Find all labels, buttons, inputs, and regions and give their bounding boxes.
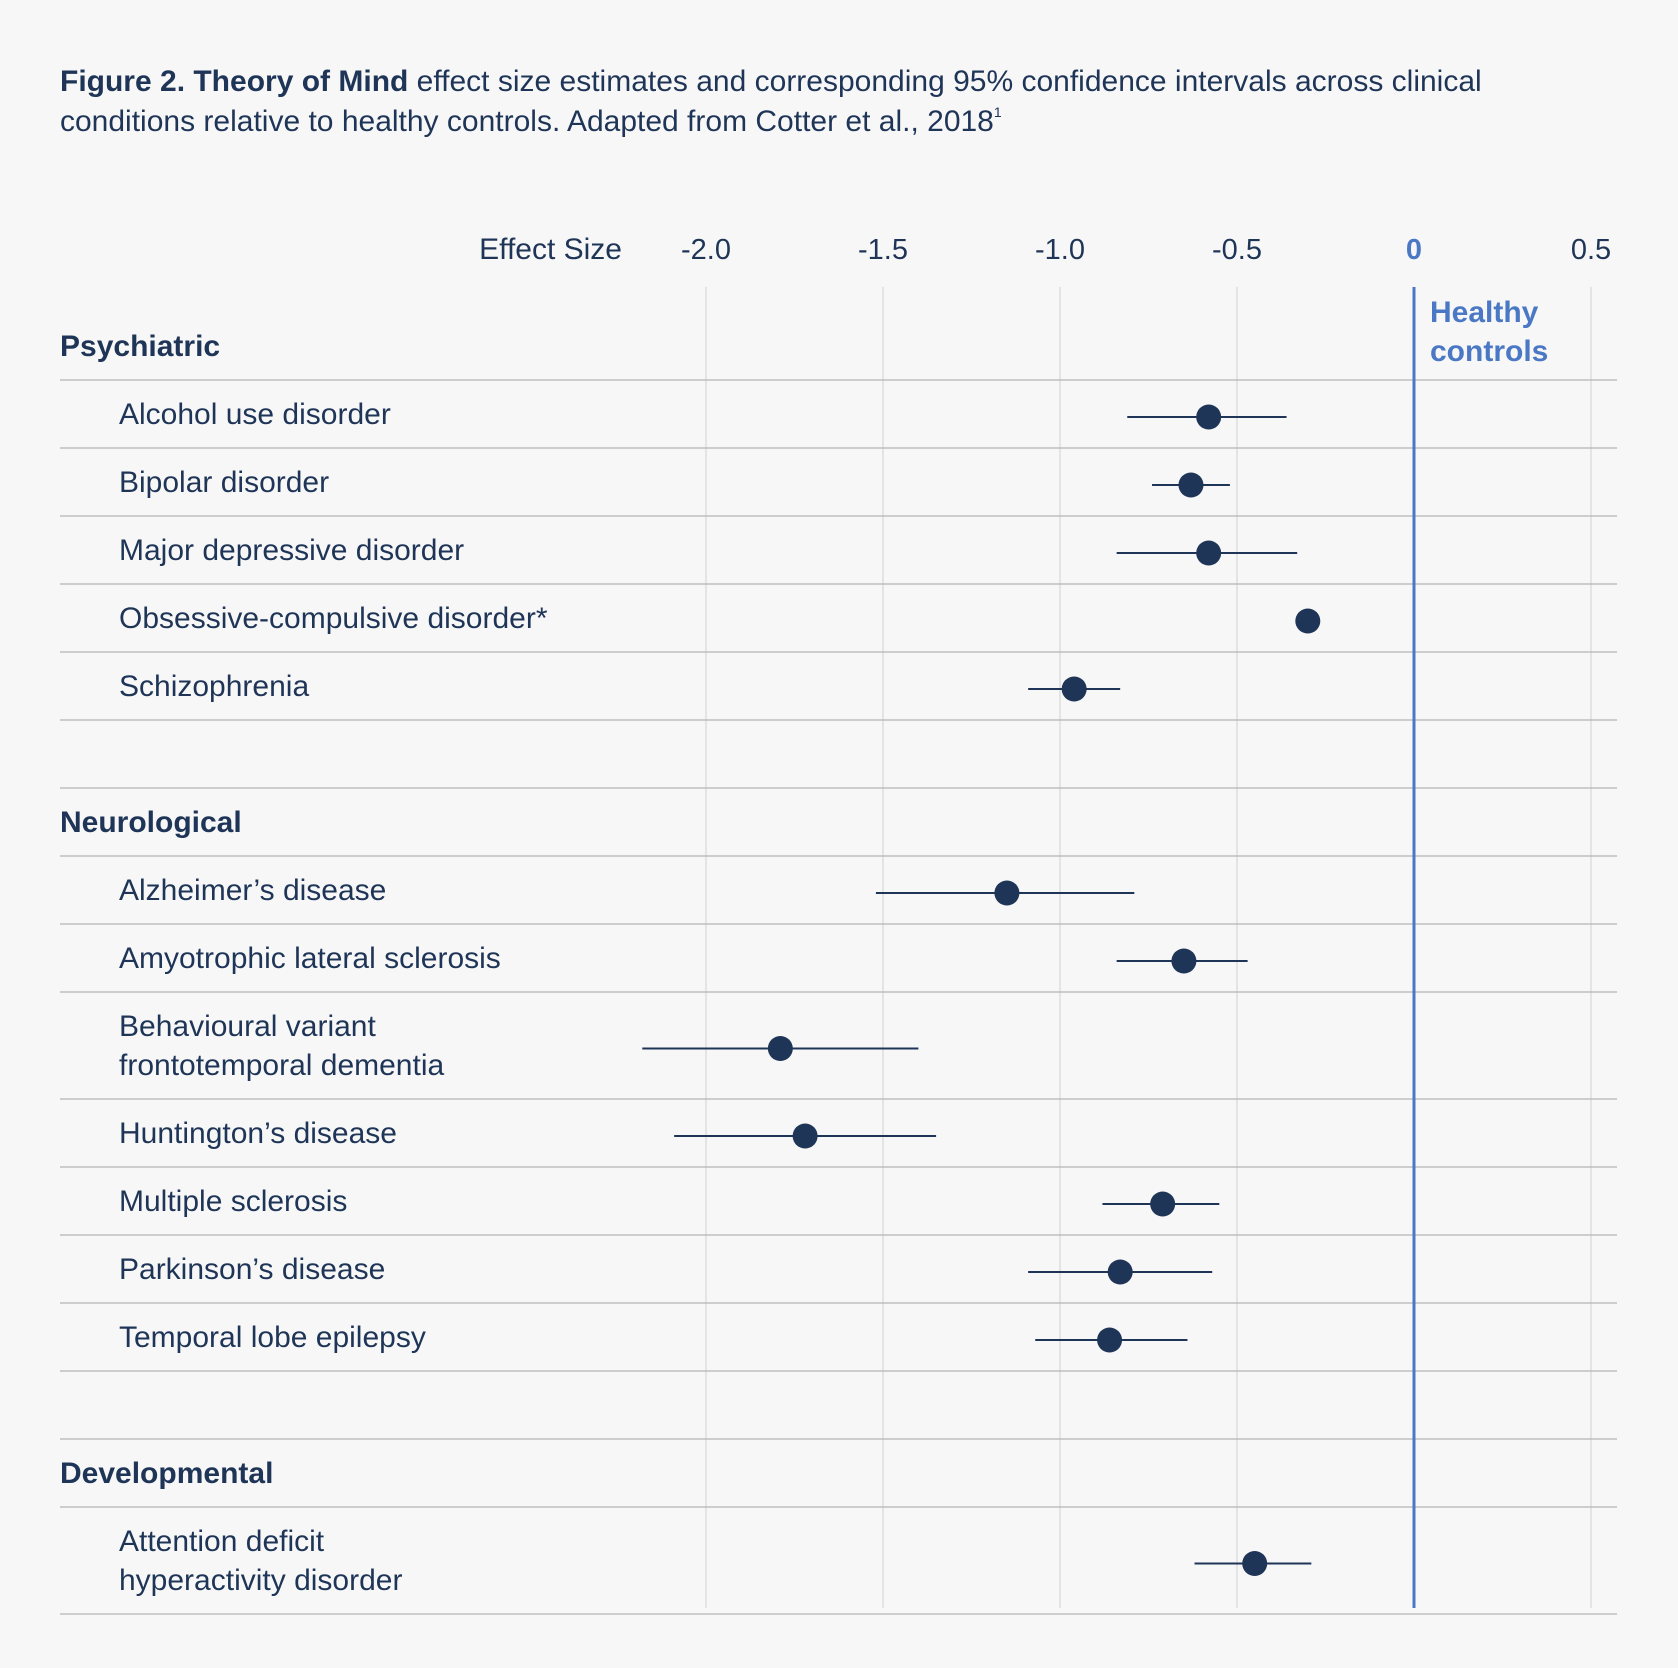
condition-label: Attention deficit [119,1525,325,1558]
condition-label: Alzheimer’s disease [119,874,386,907]
healthy-controls-label: controls [1430,335,1548,368]
condition-label: Parkinson’s disease [119,1253,385,1286]
group-header: Developmental [60,1457,273,1490]
caption-superscript: 1 [993,104,1002,120]
x-tick-label: -1.0 [1035,234,1085,266]
condition-label: Schizophrenia [119,670,309,703]
row-dividers [60,379,1617,1615]
grid-layer [705,287,1592,1608]
effect-point [1242,1551,1268,1576]
reference-line-layer: Healthy controls [1412,287,1548,1608]
condition-label: Amyotrophic lateral sclerosis [119,942,501,975]
condition-label: Major depressive disorder [119,534,464,567]
effect-point [1150,1191,1176,1217]
effect-point [767,1036,793,1061]
condition-label: Alcohol use disorder [119,398,391,431]
healthy-controls-label: Healthy [1430,296,1539,329]
condition-label: hyperactivity disorder [119,1564,402,1597]
effect-point [1171,948,1197,974]
condition-label: Temporal lobe epilepsy [119,1321,426,1354]
confidence-intervals [642,416,1312,1565]
x-tick-label: -1.5 [858,234,908,266]
x-axis-title: Effect Size [479,233,622,266]
effect-point [1196,540,1222,566]
condition-label: Obsessive-compulsive disorder* [119,602,548,635]
effect-point [792,1123,818,1149]
x-tick-label: -2.0 [681,234,731,266]
condition-label: Multiple sclerosis [119,1185,347,1218]
condition-label: Huntington’s disease [119,1117,397,1150]
effect-points [767,404,1321,1576]
group-header: Neurological [60,806,242,839]
effect-point [1097,1327,1123,1353]
group-header: Psychiatric [60,330,220,363]
x-tick-label: 0.5 [1571,234,1611,266]
effect-point [1196,404,1222,430]
figure-caption: Figure 2. Theory of Mind effect size est… [60,62,1620,142]
effect-point [994,880,1020,906]
caption-bold: Figure 2. Theory of Mind [60,65,409,98]
effect-point [1061,676,1087,702]
caption-text: effect size estimates and corresponding … [60,65,1482,138]
effect-point [1295,608,1321,634]
effect-point [1178,472,1204,498]
row-labels: Psychiatric Alcohol use disorder Bipolar d… [60,330,548,1597]
condition-label: Behavioural variant [119,1010,376,1043]
condition-label: frontotemporal dementia [119,1049,444,1082]
x-tick-label: 0 [1406,234,1422,266]
condition-label: Bipolar disorder [119,466,329,499]
x-tick-label: -0.5 [1212,234,1262,266]
x-axis: Effect Size -2.0 -1.5 -1.0 -0.5 0 0.5 [479,233,1611,266]
effect-point [1107,1259,1133,1285]
